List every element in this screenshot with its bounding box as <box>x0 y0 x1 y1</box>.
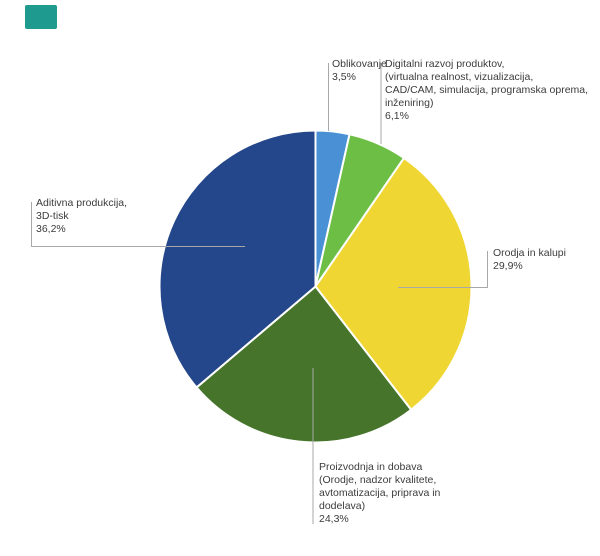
label-line: 3D-tisk <box>36 210 69 222</box>
label-line: Oblikovanje <box>332 58 387 70</box>
pie-slice-proizvodnja-in-dobava <box>195 285 413 444</box>
pie-slices <box>158 129 473 444</box>
label-line: inženiring) <box>385 97 434 109</box>
label-value: 3,5% <box>332 71 356 83</box>
label-value: 29,9% <box>493 260 523 272</box>
label-line: Digitalni razvoj produktov, <box>385 58 505 70</box>
label-line: CAD/CAM, simulacija, programska oprema, <box>385 84 589 96</box>
label-line: (virtualna realnost, vizualizacija, <box>385 71 534 83</box>
callout-label-oblikovanje: Oblikovanje 3,5% <box>332 58 387 84</box>
callout-label-orodja-in-kalupi: Orodja in kalupi 29,9% <box>493 247 566 273</box>
callout-label-proizvodnja-in-dobava: Proizvodnja in dobava (Orodje, nadzor kv… <box>319 461 440 526</box>
corner-marker <box>25 5 57 29</box>
pie-slice-orodja-in-kalupi <box>314 156 473 412</box>
label-line: Aditivna produkcija, <box>36 197 128 209</box>
label-line: (Orodje, nadzor kvalitete, <box>319 474 437 486</box>
label-line: Proizvodnja in dobava <box>319 461 423 473</box>
label-line: Orodja in kalupi <box>493 247 566 259</box>
callout-label-aditivna-produkcija: Aditivna produkcija, 3D-tisk 36,2% <box>36 197 127 236</box>
callout-label-digitalni-razvoj: Digitalni razvoj produktov, (virtualna r… <box>385 58 588 123</box>
label-line: avtomatizacija, priprava in <box>319 487 441 499</box>
leader-lines <box>31 63 488 524</box>
label-value: 36,2% <box>36 223 66 235</box>
pie-slice-aditivna-produkcija-3d-tisk <box>158 129 317 389</box>
label-value: 6,1% <box>385 110 409 122</box>
label-value: 24,3% <box>319 513 349 525</box>
leader-line-orodja <box>398 251 488 288</box>
leader-line-aditivna <box>31 202 245 247</box>
label-line: dodelava) <box>319 500 366 512</box>
